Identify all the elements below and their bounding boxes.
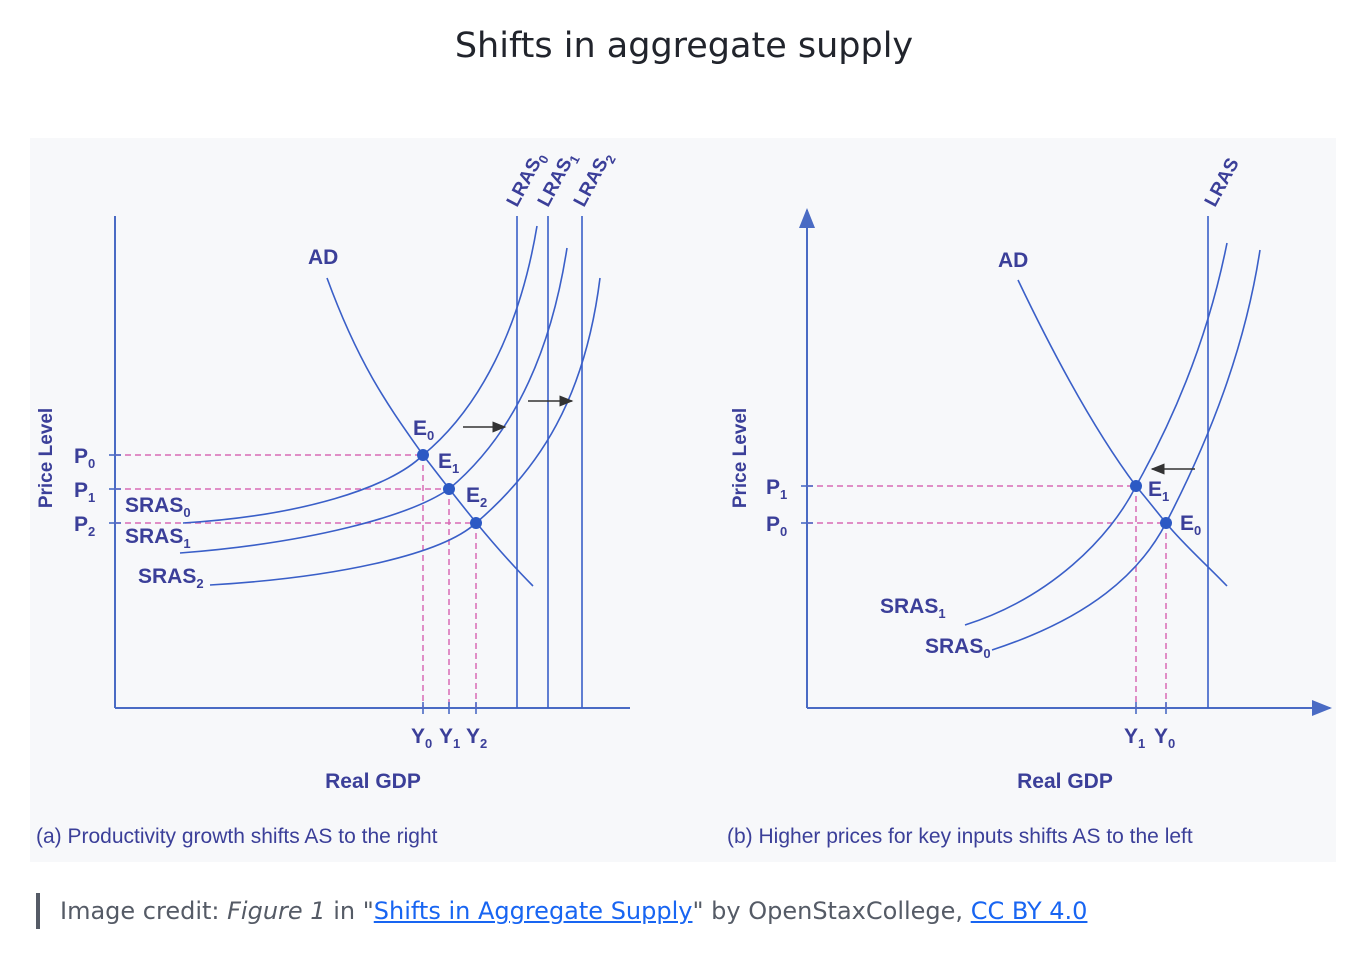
- panel-b-ad-label: AD: [998, 249, 1028, 272]
- panel-b-p1-label: P1: [766, 476, 787, 502]
- sras-2-label: SRAS2: [138, 565, 204, 591]
- panel-a-ylabel: Price Level: [36, 408, 57, 508]
- panel-b-caption: (b) Higher prices for key inputs shifts …: [727, 825, 1193, 848]
- panel-a-e0-point: [417, 449, 429, 461]
- panel-b-y1-label: Y1: [1124, 725, 1145, 751]
- panel-b-sras-0-label: SRAS0: [925, 635, 991, 661]
- panel-a-xlabel: Real GDP: [325, 770, 421, 793]
- panel-b-xlabel: Real GDP: [1017, 770, 1113, 793]
- sras-0-label: SRAS0: [125, 494, 191, 520]
- aggregate-supply-figure: Price Level P0 P1 P2 SRAS0 SRAS1 SRAS2 A…: [30, 138, 1336, 862]
- panel-b-y0-label: Y0: [1154, 725, 1175, 751]
- panel-b-ylabel: Price Level: [730, 408, 751, 508]
- panel-a-y2-label: Y2: [466, 725, 487, 751]
- panel-a-e2-label: E2: [466, 484, 487, 510]
- credit-by: " by OpenStaxCollege,: [692, 897, 971, 925]
- sras-1-curve: [179, 247, 568, 554]
- figure-svg: Price Level P0 P1 P2 SRAS0 SRAS1 SRAS2 A…: [36, 153, 1332, 848]
- credit-source-link[interactable]: Shifts in Aggregate Supply: [373, 897, 693, 925]
- panel-b-ad-curve: [1017, 279, 1228, 587]
- panel-a-e1-point: [443, 483, 455, 495]
- panel-a-y1-label: Y1: [439, 725, 460, 751]
- panel-a-ad-label: AD: [308, 246, 338, 269]
- panel-a-y0-label: Y0: [411, 725, 432, 751]
- sras-2-curve: [209, 277, 601, 586]
- panel-a-p2-label: P2: [74, 513, 95, 539]
- panel-a-p1-label: P1: [74, 479, 95, 505]
- panel-a-caption: (a) Productivity growth shifts AS to the…: [36, 825, 438, 848]
- panel-a-e0-label: E0: [413, 417, 434, 443]
- panel-b-sras-1-curve: [964, 242, 1228, 626]
- credit-prefix: Image credit:: [60, 897, 228, 925]
- sras-0-curve: [182, 225, 538, 524]
- panel-b-lras-label: LRAS: [1201, 155, 1244, 211]
- panel-b-e0-label: E0: [1180, 512, 1201, 538]
- panel-a: Price Level P0 P1 P2 SRAS0 SRAS1 SRAS2 A…: [36, 153, 630, 848]
- credit-in: in ": [325, 897, 374, 925]
- panel-a-e2-point: [470, 517, 482, 529]
- panel-b-e1-label: E1: [1148, 478, 1169, 504]
- panel-b-e0-point: [1160, 517, 1172, 529]
- panel-b-p0-label: P0: [766, 513, 787, 539]
- credit-figure: Figure 1: [227, 897, 326, 925]
- panel-a-p0-label: P0: [74, 445, 95, 471]
- page-title: Shifts in aggregate supply: [454, 26, 914, 66]
- panel-b-sras-1-label: SRAS1: [880, 595, 946, 621]
- panel-a-e1-label: E1: [438, 450, 459, 476]
- panel-b-e1-point: [1130, 480, 1142, 492]
- credit-license-link[interactable]: CC BY 4.0: [970, 897, 1088, 925]
- panel-b: Price Level P1 P0 AD LRAS E1 E0 SRAS1 SR…: [727, 155, 1332, 848]
- image-credit: Image credit: Figure 1 in "Shifts in Agg…: [36, 893, 1087, 929]
- sras-1-label: SRAS1: [125, 525, 191, 551]
